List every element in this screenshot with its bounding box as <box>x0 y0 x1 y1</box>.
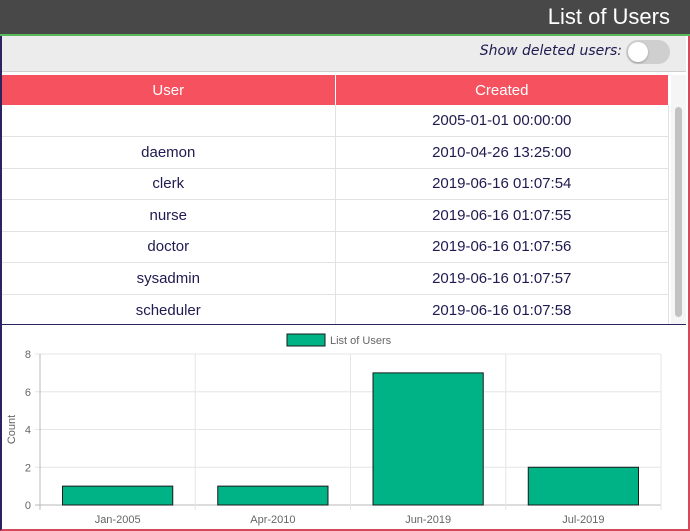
y-tick-label: 0 <box>25 500 31 512</box>
created-cell: 2005-01-01 00:00:00 <box>335 105 669 137</box>
created-cell: 2010-04-26 13:25:00 <box>335 136 669 168</box>
created-cell: 2019-06-16 01:07:55 <box>335 199 669 231</box>
user-cell: scheduler <box>2 293 336 324</box>
y-tick-label: 6 <box>25 387 31 399</box>
created-cell: 2019-06-16 01:07:58 <box>335 293 669 324</box>
table-row[interactable]: daemon 2010-04-26 13:25:00 <box>2 136 669 168</box>
y-tick-label: 4 <box>25 425 31 437</box>
table-row[interactable]: 2005-01-01 00:00:00 <box>2 105 669 137</box>
created-cell: 2019-06-16 01:07:57 <box>335 262 669 294</box>
scrollbar-thumb[interactable] <box>675 107 682 317</box>
x-tick-label: Jul-2019 <box>562 514 604 526</box>
users-table: User Created 2005-01-01 00:00:00 daemon … <box>2 75 669 324</box>
table-row[interactable]: clerk 2019-06-16 01:07:54 <box>2 167 669 200</box>
user-cell: clerk <box>2 167 336 200</box>
created-cell: 2019-06-16 01:07:56 <box>335 230 669 263</box>
users-table-container: User Created 2005-01-01 00:00:00 daemon … <box>2 75 686 325</box>
table-header-row: User Created <box>2 75 669 105</box>
y-tick-label: 2 <box>25 462 31 474</box>
bar <box>62 485 174 506</box>
table-row[interactable]: doctor 2019-06-16 01:07:56 <box>2 230 669 263</box>
created-cell: 2019-06-16 01:07:54 <box>335 167 669 200</box>
page-title: List of Users <box>547 4 670 29</box>
table-row[interactable]: sysadmin 2019-06-16 01:07:57 <box>2 262 669 294</box>
toolbar: Show deleted users: <box>2 36 686 72</box>
y-tick-label: 8 <box>25 349 31 361</box>
x-tick-label: Apr-2010 <box>250 514 295 526</box>
bar <box>527 466 639 506</box>
toggle-knob <box>628 42 648 62</box>
x-tick-label: Jun-2019 <box>405 514 451 526</box>
users-chart: 0 2 4 6 8 Jan-2005 Apr-2010 Jun-2019 Jul-2019 Cou… <box>2 326 686 529</box>
show-deleted-label: Show deleted users: <box>479 43 622 59</box>
chart-svg: 0 2 4 6 8 Jan-2005 Apr-2010 Jun-2019 Jul-2019 Cou… <box>6 333 662 526</box>
user-cell: nurse <box>2 199 336 231</box>
user-cell: daemon <box>2 136 336 168</box>
bar <box>372 372 484 506</box>
legend-swatch <box>286 333 326 347</box>
x-tick-label: Jan-2005 <box>95 514 141 526</box>
bar <box>217 485 329 506</box>
column-header-created[interactable]: Created <box>335 75 669 105</box>
user-cell: sysadmin <box>2 262 336 294</box>
legend-label: List of Users <box>330 335 392 347</box>
title-bar: List of Users <box>0 0 690 36</box>
user-cell <box>2 105 336 137</box>
table-scrollbar[interactable] <box>671 75 686 324</box>
table-row[interactable]: nurse 2019-06-16 01:07:55 <box>2 199 669 231</box>
user-cell: doctor <box>2 230 336 263</box>
show-deleted-toggle[interactable] <box>626 40 670 64</box>
table-row[interactable]: scheduler 2019-06-16 01:07:58 <box>2 293 669 324</box>
y-axis-label: Count <box>6 415 18 444</box>
column-header-user[interactable]: User <box>2 75 336 105</box>
